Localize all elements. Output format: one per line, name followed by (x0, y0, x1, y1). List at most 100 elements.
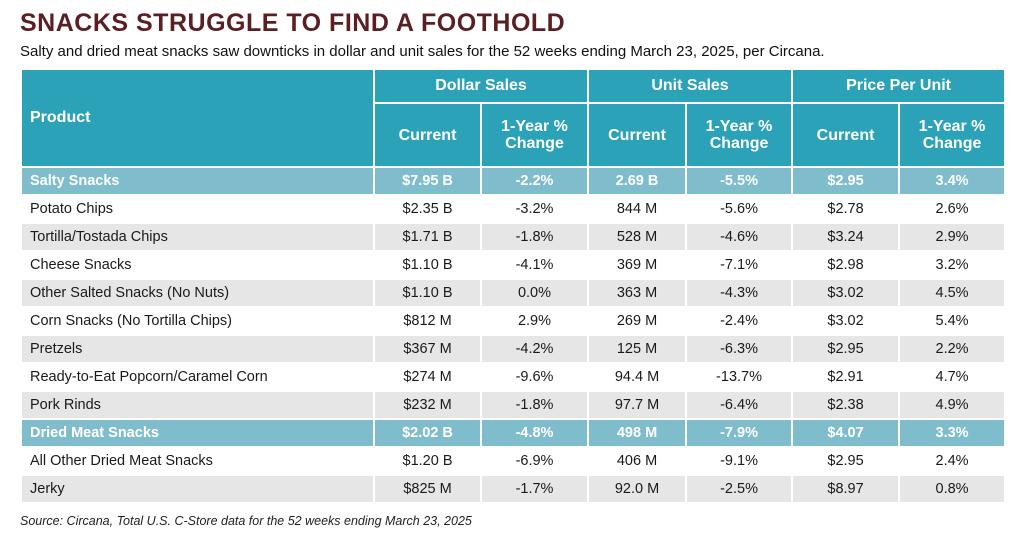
ppu-current-cell: $2.95 (791, 334, 901, 364)
product-column-header: Product (20, 68, 375, 168)
ppu-change-cell: 0.8% (898, 474, 1007, 504)
dollar-change-cell: -4.2% (479, 334, 590, 364)
ppu-current-cell: $2.95 (791, 446, 901, 476)
chart-title: SNACKS STRUGGLE TO FIND A FOOTHOLD (20, 9, 566, 37)
ppu-current-cell: $2.78 (791, 194, 901, 224)
unit-change-cell: -2.5% (685, 474, 794, 504)
dollar-change-cell: -1.7% (479, 474, 590, 504)
dollar-change-cell: -1.8% (479, 222, 590, 252)
chart-subtitle: Salty and dried meat snacks saw downtick… (20, 43, 825, 60)
sales-table: Product Dollar Sales Unit Sales Price Pe… (20, 68, 1007, 504)
unit-current-cell: 406 M (587, 446, 688, 476)
dollar-current-cell: $825 M (373, 474, 482, 504)
table-row: Potato Chips $2.35 B -3.2% 844 M -5.6% $2.78 2… (20, 194, 1007, 224)
unit-sales-header: Unit Sales (587, 68, 794, 104)
unit-current-cell: 92.0 M (587, 474, 688, 504)
product-cell: Ready-to-Eat Popcorn/Caramel Corn (20, 362, 375, 392)
unit-current-cell: 2.69 B (587, 166, 688, 196)
unit-current-cell: 528 M (587, 222, 688, 252)
product-cell: Cheese Snacks (20, 250, 375, 280)
dollar-current-cell: $812 M (373, 306, 482, 336)
ppu-current-cell: $2.38 (791, 390, 901, 420)
table-row: Corn Snacks (No Tortilla Chips) $812 M 2.9… (20, 306, 1007, 336)
unit-change-cell: -4.6% (685, 222, 794, 252)
dollar-change-cell: 0.0% (479, 278, 590, 308)
table-row: Jerky $825 M -1.7% 92.0 M -2.5% $8.97 0.8% (20, 474, 1007, 504)
dollar-current-cell: $1.10 B (373, 278, 482, 308)
product-cell: Dried Meat Snacks (20, 418, 375, 448)
unit-change-cell: -7.1% (685, 250, 794, 280)
unit-current-cell: 97.7 M (587, 390, 688, 420)
dollar-current-cell: $274 M (373, 362, 482, 392)
unit-current-cell: 269 M (587, 306, 688, 336)
dollar-change-cell: -6.9% (479, 446, 590, 476)
ppu-current-cell: $8.97 (791, 474, 901, 504)
dollar-change-cell: -1.8% (479, 390, 590, 420)
table-body: Salty Snacks $7.95 B -2.2% 2.69 B -5.5% $2.95… (20, 166, 1007, 504)
unit-change-header: 1-Year % Change (685, 102, 794, 168)
unit-change-cell: -4.3% (685, 278, 794, 308)
ppu-change-cell: 3.3% (898, 418, 1007, 448)
product-cell: Pork Rinds (20, 390, 375, 420)
ppu-current-cell: $3.02 (791, 278, 901, 308)
ppu-current-cell: $2.95 (791, 166, 901, 196)
ppu-change-header: 1-Year % Change (898, 102, 1007, 168)
dollar-current-cell: $1.20 B (373, 446, 482, 476)
unit-current-cell: 94.4 M (587, 362, 688, 392)
ppu-change-cell: 3.4% (898, 166, 1007, 196)
dollar-sales-header: Dollar Sales (372, 68, 590, 104)
table-row: All Other Dried Meat Snacks $1.20 B -6.9% 4… (20, 446, 1007, 476)
dollar-current-cell: $232 M (373, 390, 482, 420)
dollar-current-cell: $1.71 B (373, 222, 482, 252)
unit-current-cell: 498 M (587, 418, 688, 448)
unit-current-cell: 363 M (587, 278, 688, 308)
unit-change-cell: -6.3% (685, 334, 794, 364)
ppu-current-cell: $3.02 (791, 306, 901, 336)
product-cell: Tortilla/Tostada Chips (20, 222, 375, 252)
unit-change-cell: -5.5% (685, 166, 794, 196)
dollar-change-cell: -2.2% (479, 166, 590, 196)
unit-change-cell: -9.1% (685, 446, 794, 476)
header-group-row: Product Dollar Sales Unit Sales Price Pe… (20, 68, 1007, 168)
ppu-current-cell: $3.24 (791, 222, 901, 252)
ppu-change-cell: 4.9% (898, 390, 1007, 420)
product-cell: All Other Dried Meat Snacks (20, 446, 375, 476)
ppu-change-cell: 2.9% (898, 222, 1007, 252)
table-row: Ready-to-Eat Popcorn/Caramel Corn $274 M-… (20, 362, 1007, 392)
ppu-change-cell: 4.5% (898, 278, 1007, 308)
dollar-change-cell: -9.6% (479, 362, 590, 392)
unit-change-cell: -5.6% (685, 194, 794, 224)
dollar-change-cell: -3.2% (479, 194, 590, 224)
dollar-change-cell: 2.9% (479, 306, 590, 336)
ppu-change-cell: 2.6% (898, 194, 1007, 224)
table-row: Tortilla/Tostada Chips $1.71 B -1.8% 528 M-… (20, 222, 1007, 252)
dollar-current-header: Current (373, 102, 482, 168)
ppu-current-header: Current (791, 102, 901, 168)
product-cell: Potato Chips (20, 194, 375, 224)
header-sub-row: Current 1-Year % Change Current 1-Year % C… (21, 102, 1007, 168)
product-cell: Pretzels (20, 334, 375, 364)
table-row: Pork Rinds $232 M -1.8% 97.7 M -6.4% $2.38 4.9… (20, 390, 1007, 420)
unit-current-cell: 125 M (587, 334, 688, 364)
unit-current-header: Current (587, 102, 688, 168)
price-per-unit-header: Price Per Unit (791, 68, 1007, 104)
unit-change-cell: -2.4% (685, 306, 794, 336)
ppu-change-cell: 4.7% (898, 362, 1007, 392)
unit-current-cell: 844 M (587, 194, 688, 224)
ppu-change-cell: 2.2% (898, 334, 1007, 364)
table-row: Cheese Snacks $1.10 B -4.1% 369 M -7.1% $2.98… (20, 250, 1007, 280)
product-cell: Corn Snacks (No Tortilla Chips) (20, 306, 375, 336)
dollar-current-cell: $2.35 B (373, 194, 482, 224)
product-cell: Jerky (20, 474, 375, 504)
product-cell: Salty Snacks (20, 166, 375, 196)
dollar-current-cell: $7.95 B (373, 166, 482, 196)
dollar-current-cell: $367 M (373, 334, 482, 364)
unit-change-cell: -13.7% (685, 362, 794, 392)
category-row: Dried Meat Snacks $2.02 B -4.8% 498 M -7.9% $… (20, 418, 1007, 448)
dollar-change-cell: -4.8% (479, 418, 590, 448)
product-cell: Other Salted Snacks (No Nuts) (20, 278, 375, 308)
source-note: Source: Circana, Total U.S. C-Store data… (20, 514, 472, 528)
dollar-change-header: 1-Year % Change (479, 102, 590, 168)
unit-current-cell: 369 M (587, 250, 688, 280)
ppu-current-cell: $2.98 (791, 250, 901, 280)
